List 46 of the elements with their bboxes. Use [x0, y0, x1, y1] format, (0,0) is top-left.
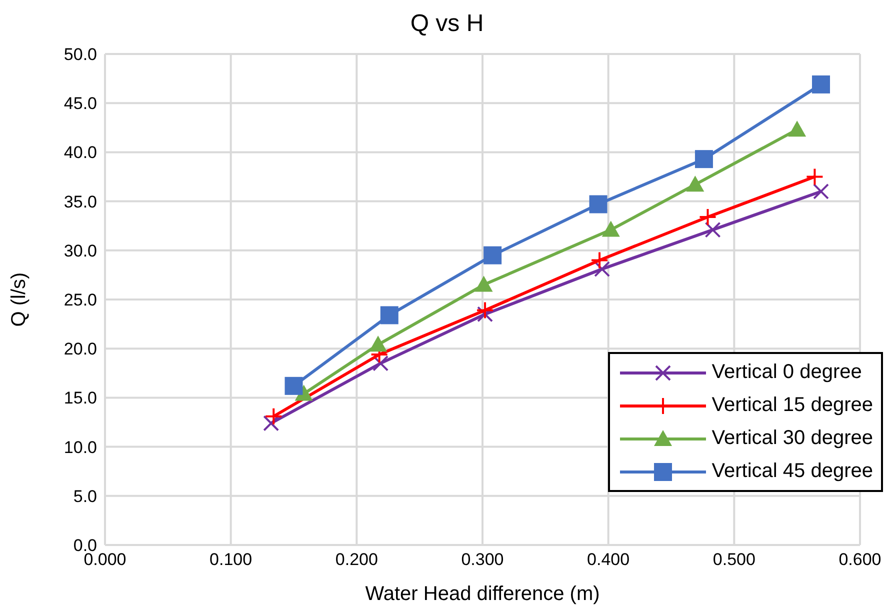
point	[477, 306, 494, 322]
point	[372, 355, 389, 372]
y-tick-label: 40.0	[64, 143, 97, 162]
y-tick-label: 50.0	[64, 45, 97, 64]
x-tick-label: 0.000	[84, 550, 126, 570]
x-tick-label: 0.100	[210, 550, 252, 570]
point	[788, 120, 806, 137]
y-tick-label: 20.0	[64, 340, 97, 359]
point	[694, 150, 713, 168]
x-tick-label: 0.600	[838, 550, 882, 570]
point	[594, 261, 610, 278]
x-tick-label: 0.300	[461, 550, 504, 570]
point	[812, 183, 829, 200]
y-tick-label: 10.0	[64, 438, 97, 457]
point	[686, 176, 704, 192]
x-tick-label: 0.200	[335, 550, 378, 570]
point	[263, 415, 280, 432]
point	[698, 208, 717, 226]
y-tick-label: 5.0	[73, 486, 97, 506]
point	[474, 276, 493, 292]
y-tick-label: 35.0	[64, 192, 97, 212]
point	[812, 75, 830, 94]
point	[589, 195, 608, 214]
point	[704, 222, 721, 238]
y-tick-label: 15.0	[64, 388, 97, 408]
chart-title: Q vs H	[409, 9, 485, 39]
point	[380, 306, 398, 324]
point	[590, 251, 609, 270]
point	[369, 336, 388, 352]
x-axis-title: Water Head difference (m)	[365, 583, 600, 605]
y-tick-label: 25.0	[64, 290, 97, 310]
point	[476, 301, 494, 320]
legend-label: Vertical 0 degree	[712, 361, 862, 384]
point	[602, 220, 620, 237]
y-axis-title: Q (l/s)	[8, 272, 30, 327]
point	[484, 246, 502, 264]
x-tick-label: 0.400	[587, 550, 630, 570]
point	[806, 168, 824, 186]
legend-label: Vertical 15 degree	[712, 394, 873, 417]
point	[264, 407, 283, 426]
y-tick-label: 45.0	[64, 94, 97, 114]
y-tick-label: 30.0	[64, 241, 97, 260]
legend-label: Vertical 30 degree	[712, 427, 873, 450]
point	[284, 376, 303, 395]
x-tick-label: 0.500	[712, 550, 756, 570]
legend-label: Vertical 45 degree	[712, 460, 873, 483]
